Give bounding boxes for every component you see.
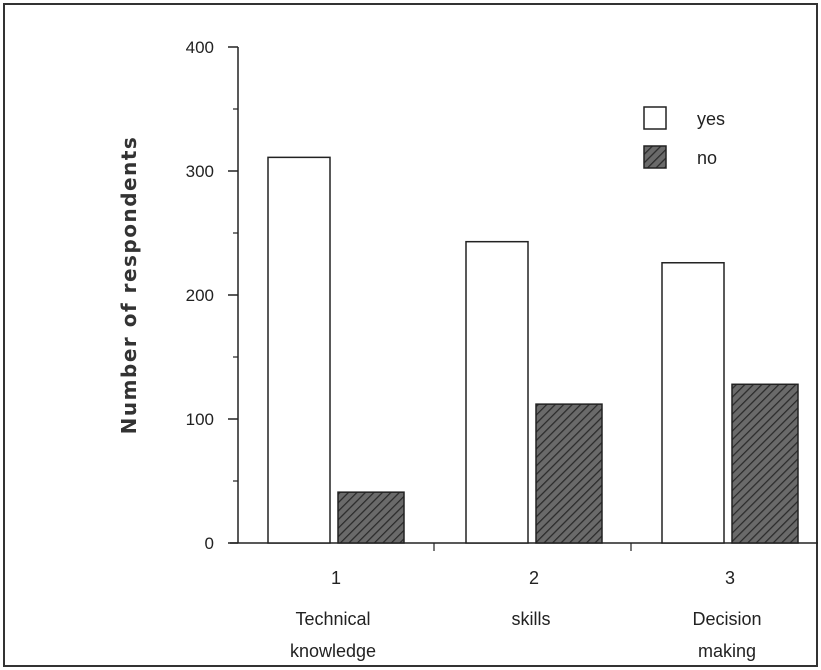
bar-no — [731, 383, 799, 544]
legend: yes no — [643, 106, 725, 169]
bar-yes — [267, 156, 331, 544]
y-tick-label: 0 — [205, 534, 214, 553]
x-category-label: skills — [512, 609, 551, 629]
y-tick-label: 300 — [186, 162, 214, 181]
legend-swatch-no — [643, 145, 667, 169]
x-category-label: Decision — [692, 609, 761, 629]
x-category-number: 3 — [725, 568, 735, 588]
bar-yes — [465, 240, 529, 544]
outer-border — [3, 3, 818, 667]
x-tick-labels: 1 Technical knowledge 2 skills 3 Decision makin… — [290, 568, 762, 661]
y-tick-label: 100 — [186, 410, 214, 429]
x-category-label: knowledge — [290, 641, 376, 661]
x-category-label: making — [698, 641, 756, 661]
bar-no — [535, 403, 603, 544]
legend-swatch-yes — [643, 106, 667, 130]
y-tick-label: 200 — [186, 286, 214, 305]
bar-no — [337, 491, 405, 544]
y-tick-label: 400 — [186, 38, 214, 57]
legend-label-yes: yes — [697, 109, 725, 129]
y-axis-label: Number of respondents — [117, 136, 141, 435]
bars — [267, 156, 799, 544]
x-category-number: 1 — [331, 568, 341, 588]
x-category-number: 2 — [529, 568, 539, 588]
x-category-label: Technical — [295, 609, 370, 629]
bar-yes — [661, 262, 725, 544]
legend-label-no: no — [697, 148, 717, 168]
